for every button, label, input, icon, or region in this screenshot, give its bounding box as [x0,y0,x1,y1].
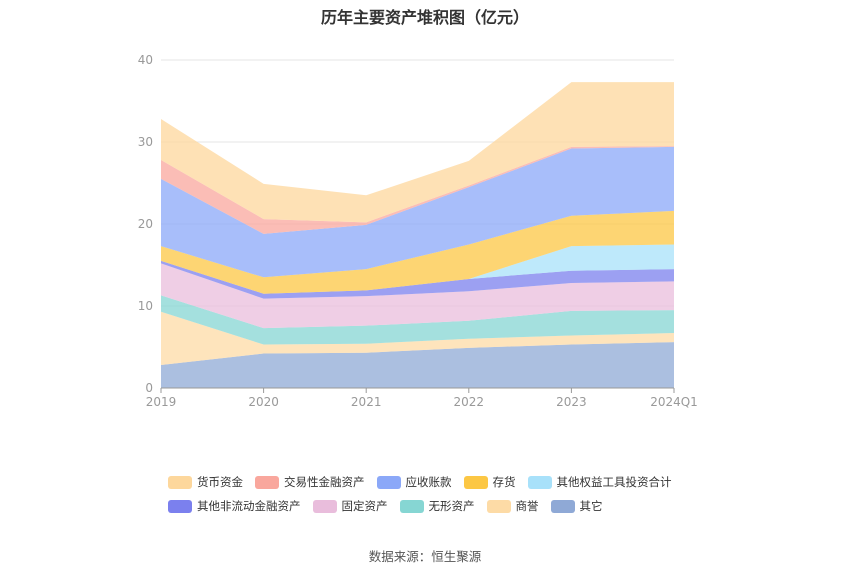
legend-label: 商誉 [515,499,539,513]
legend-item[interactable]: 无形资产 [399,498,475,514]
legend-row: 货币资金 交易性金融资产 应收账款 存货 其他权益工具投资合计 [168,470,728,494]
legend-swatch [486,499,511,513]
area-series-5 [161,260,674,299]
area-series-4 [161,263,674,329]
legend-label: 其他权益工具投资合计 [556,475,672,489]
area-series-3 [161,295,674,345]
x-tick-label: 2019 [146,395,177,409]
legend-label: 货币资金 [197,475,243,489]
y-tick-label: 30 [138,135,153,149]
x-tick-label: 2024Q1 [650,395,698,409]
x-tick-label: 2021 [351,395,382,409]
legend-swatch [399,499,424,513]
area-series-2 [161,311,674,366]
area-series-7 [161,210,674,294]
area-series-8 [161,146,674,278]
data-source-note: 数据来源：恒生聚源 [368,549,482,564]
y-tick-label: 40 [138,53,153,67]
legend-swatch [312,499,337,513]
x-tick-label: 2020 [248,395,279,409]
legend-label: 交易性金融资产 [284,475,365,489]
legend-item[interactable]: 其它 [550,498,603,514]
legend-label: 其他非流动金融资产 [197,499,301,513]
legend-swatch [376,475,401,489]
legend-item[interactable]: 货币资金 [168,474,243,490]
legend-item[interactable]: 其他权益工具投资合计 [527,474,672,490]
legend-item[interactable]: 其他非流动金融资产 [168,498,301,514]
area-series-6 [161,244,674,294]
legend-item[interactable]: 交易性金融资产 [255,474,365,490]
legend-item[interactable]: 商誉 [486,498,539,514]
legend-swatch [255,475,279,489]
legend-swatch [527,475,552,489]
y-tick-label: 10 [138,299,153,313]
y-tick-label: 20 [138,217,153,231]
legend: 货币资金 交易性金融资产 应收账款 存货 其他权益工具投资合计其他非流动金融资产 固定资产… [168,470,728,518]
legend-label: 无形资产 [428,499,475,513]
area-series-1 [161,342,674,388]
legend-label: 固定资产 [341,499,388,513]
area-series-10 [161,82,674,223]
axes: 0 10 20 30 40 2019 2020 2021 2022 2023 2024Q1 [138,53,698,409]
legend-swatch [463,475,488,489]
area-series-group [161,82,674,388]
stacked-area-chart: 0 10 20 30 40 2019 2020 2021 2022 2023 2024Q1 [138,53,698,409]
legend-row: 其他非流动金融资产 固定资产 无形资产 商誉 其它 [168,494,728,518]
legend-label: 应收账款 [405,475,452,489]
legend-swatch [168,475,192,489]
legend-label: 其它 [579,499,603,513]
legend-item[interactable]: 存货 [463,474,516,490]
y-tick-label: 0 [145,381,153,395]
x-tick-label: 2023 [556,395,587,409]
legend-label: 存货 [492,475,516,489]
legend-swatch [550,499,575,513]
chart-title: 历年主要资产堆积图（亿元） [320,8,529,27]
x-tick-label: 2022 [454,395,485,409]
legend-swatch [168,499,192,513]
legend-item[interactable]: 应收账款 [376,474,452,490]
legend-item[interactable]: 固定资产 [312,498,388,514]
